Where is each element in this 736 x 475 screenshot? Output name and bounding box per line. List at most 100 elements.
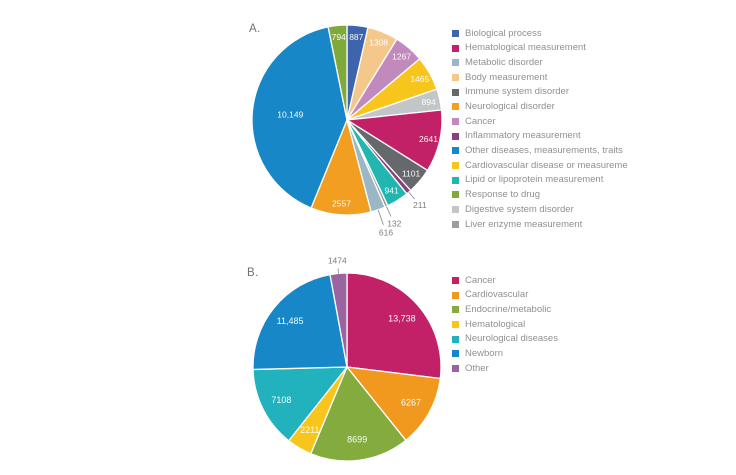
legend-b: Cancer Cardiovascular Endocrine/metabolic H…	[452, 273, 558, 376]
legend-item-label: Other diseases, measurements, traits	[465, 145, 623, 157]
panel-label-b: B.	[247, 267, 259, 279]
legend-item-label: Hematological measurement	[465, 42, 586, 54]
legend-item-metabolic-disorder: Metabolic disorder	[452, 55, 628, 70]
slice-value-label-other-diseases-measurements-traits: 10,149	[277, 110, 303, 120]
legend-swatch-icon	[452, 220, 459, 228]
slice-value-label-endocrine-metabolic: 8699	[347, 435, 367, 445]
legend-item-digestive-system-disorder: Digestive system disorder	[452, 202, 628, 217]
slice-value-label-metabolic-disorder: 616	[379, 227, 393, 237]
legend-item-label: Liver enzyme measurement	[465, 218, 583, 230]
legend-swatch-icon	[452, 73, 459, 81]
slice-value-label-lipid-or-lipoprotein-measurement: 941	[385, 186, 399, 196]
pie-slice-endocrine-metabolic	[310, 366, 407, 462]
pie-slice-cancer	[346, 272, 442, 380]
slice-value-label-neurological-disorder: 2557	[332, 198, 351, 208]
slice-value-label-liver-enzyme-measurement: 132	[387, 219, 401, 229]
legend-item-label: Cardiovascular	[465, 289, 529, 301]
legend-swatch-icon	[452, 276, 459, 284]
legend-item-neurological-disorder: Neurological disorder	[452, 99, 628, 114]
legend-item-label: Endocrine/metabolic	[465, 303, 552, 315]
legend-item-endocrine-metabolic: Endocrine/metabolic	[452, 302, 558, 317]
legend-swatch-icon	[452, 147, 459, 155]
legend-item-label: Biological process	[465, 27, 542, 39]
legend-swatch-icon	[452, 364, 459, 372]
leader-line-inflammatory-measurement	[408, 191, 415, 200]
legend-item-label: Inflammatory measurement	[465, 130, 581, 142]
legend-item-newborn: Newborn	[452, 346, 558, 361]
legend-a: Biological process Hematological measurem…	[452, 26, 628, 232]
legend-item-liver-enzyme-measurement: Liver enzyme measurement	[452, 217, 628, 232]
pie-slice-other-diseases-measurements-traits	[251, 26, 348, 209]
legend-item-label: Other	[465, 362, 489, 374]
legend-swatch-icon	[452, 291, 459, 299]
legend-item-neurological-diseases: Neurological diseases	[452, 332, 558, 347]
legend-swatch-icon	[452, 59, 459, 67]
legend-item-label: Response to drug	[465, 189, 540, 201]
slice-value-label-biological-process: 887	[349, 32, 363, 42]
legend-item-immune-system-disorder: Immune system disorder	[452, 85, 628, 100]
leader-line-metabolic-disorder	[377, 209, 384, 226]
pie-b: 13,738 6267 8699 2211 7108 11,485 1474	[252, 255, 442, 462]
legend-item-hematological: Hematological	[452, 317, 558, 332]
legend-item-label: Cancer	[465, 115, 496, 127]
legend-item-label: Neurological disorder	[465, 101, 555, 113]
slice-value-label-cardiovascular-disease-or-measureme: 1465	[410, 74, 429, 84]
leader-line-other	[337, 268, 339, 274]
slice-value-label-hematological-measurement: 2641	[419, 134, 438, 144]
legend-swatch-icon	[452, 176, 459, 184]
slice-value-label-cardiovascular: 6267	[401, 398, 421, 408]
legend-item-other-diseases-measurements-traits: Other diseases, measurements, traits	[452, 144, 628, 159]
legend-swatch-icon	[452, 44, 459, 52]
legend-swatch-icon	[452, 88, 459, 96]
slice-value-label-inflammatory-measurement: 211	[413, 200, 427, 210]
legend-swatch-icon	[452, 117, 459, 125]
legend-swatch-icon	[452, 206, 459, 214]
legend-item-cardiovascular: Cardiovascular	[452, 288, 558, 303]
pie-slice-cardiovascular	[346, 366, 441, 441]
leader-line-liver-enzyme-measurement	[385, 206, 392, 217]
pie-slice-neurological-diseases	[252, 366, 348, 442]
slice-value-label-hematological: 2211	[300, 425, 319, 435]
pie-slice-response-to-drug	[327, 24, 348, 121]
legend-item-label: Digestive system disorder	[465, 203, 574, 215]
legend-item-label: Lipid or lipoprotein measurement	[465, 174, 604, 186]
slice-value-label-immune-system-disorder: 1101	[402, 169, 421, 179]
panel-label-a: A.	[249, 23, 261, 35]
legend-swatch-icon	[452, 320, 459, 328]
slice-value-label-body-measurement: 1308	[369, 38, 388, 48]
slice-value-label-cancer: 1267	[392, 52, 411, 62]
legend-swatch-icon	[452, 191, 459, 199]
legend-swatch-icon	[452, 103, 459, 111]
legend-item-label: Metabolic disorder	[465, 56, 543, 68]
legend-swatch-icon	[452, 29, 459, 37]
legend-item-other: Other	[452, 361, 558, 376]
legend-swatch-icon	[452, 350, 459, 358]
pie-slice-newborn	[252, 273, 348, 371]
legend-item-label: Cardiovascular disease or measureme	[465, 159, 628, 171]
legend-item-label: Newborn	[465, 348, 504, 360]
slice-value-label-response-to-drug: 794	[332, 32, 346, 42]
legend-item-label: Neurological diseases	[465, 333, 558, 345]
legend-item-inflammatory-measurement: Inflammatory measurement	[452, 129, 628, 144]
legend-item-body-measurement: Body measurement	[452, 70, 628, 85]
legend-item-hematological-measurement: Hematological measurement	[452, 41, 628, 56]
legend-item-label: Cancer	[465, 274, 496, 286]
slice-value-label-other: 1474	[328, 255, 347, 265]
legend-item-label: Hematological	[465, 318, 526, 330]
slice-value-label-neurological-diseases: 7108	[271, 395, 291, 405]
slice-value-label-newborn: 11,485	[277, 316, 304, 326]
legend-swatch-icon	[452, 335, 459, 343]
legend-item-cancer: Cancer	[452, 273, 558, 288]
legend-item-label: Immune system disorder	[465, 86, 570, 98]
legend-item-cancer: Cancer	[452, 114, 628, 129]
legend-swatch-icon	[452, 162, 459, 170]
slice-value-label-digestive-system-disorder: 894	[422, 97, 436, 107]
legend-swatch-icon	[452, 132, 459, 140]
legend-item-cardiovascular-disease-or-measureme: Cardiovascular disease or measureme	[452, 158, 628, 173]
legend-item-label: Body measurement	[465, 71, 548, 83]
legend-item-response-to-drug: Response to drug	[452, 188, 628, 203]
legend-swatch-icon	[452, 306, 459, 314]
